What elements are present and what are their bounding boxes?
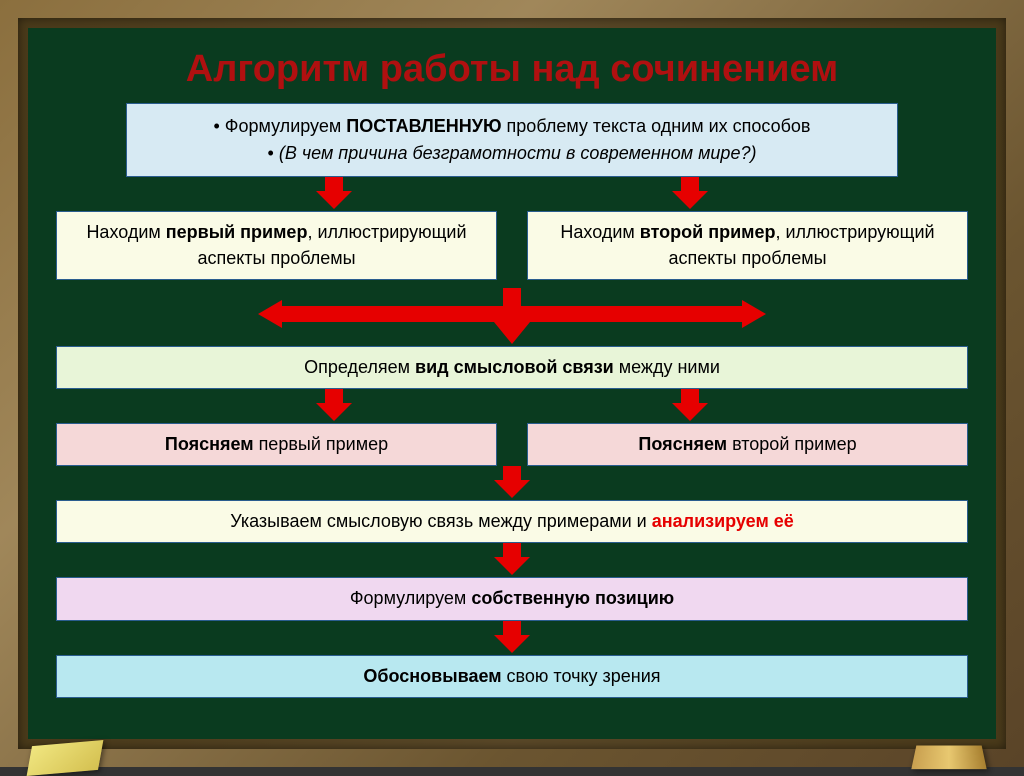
text: Формулируем bbox=[225, 116, 346, 136]
box-justify: Обосновываем свою точку зрения bbox=[56, 655, 968, 698]
text: Указываем смысловую связь между примерам… bbox=[230, 511, 652, 531]
text: первый пример bbox=[254, 434, 389, 454]
text-bold: первый пример bbox=[166, 222, 308, 242]
box-explain-first: Поясняем первый пример bbox=[56, 423, 497, 466]
problem-line2: (В чем причина безграмотности в современ… bbox=[141, 141, 883, 166]
arrow-icon bbox=[494, 480, 530, 498]
text-bold: второй пример bbox=[640, 222, 776, 242]
box-problem-statement: Формулируем ПОСТАВЛЕННУЮ проблему текста… bbox=[126, 103, 898, 177]
text-bold: ПОСТАВЛЕННУЮ bbox=[346, 116, 501, 136]
box-formulate-position: Формулируем собственную позицию bbox=[56, 577, 968, 620]
arrow-icon bbox=[672, 191, 708, 209]
converge-arrow-icon bbox=[252, 282, 772, 346]
arrow-to-formulate bbox=[56, 543, 968, 577]
text-highlight: анализируем её bbox=[652, 511, 794, 531]
text-bold: вид смысловой связи bbox=[415, 357, 614, 377]
arrows-to-explain bbox=[56, 389, 968, 423]
text-italic: (В чем причина безграмотности в современ… bbox=[279, 143, 757, 163]
text-bold: Поясняем bbox=[165, 434, 254, 454]
row-explain: Поясняем первый пример Поясняем второй п… bbox=[56, 423, 968, 466]
box-find-first: Находим первый пример, иллюстрирующий ас… bbox=[56, 211, 497, 279]
problem-line1: Формулируем ПОСТАВЛЕННУЮ проблему текста… bbox=[141, 114, 883, 139]
arrow-icon bbox=[494, 635, 530, 653]
text: Находим bbox=[560, 222, 639, 242]
chalkboard: Алгоритм работы над сочинением Формулиру… bbox=[28, 28, 996, 739]
arrow-icon bbox=[316, 403, 352, 421]
text-bold: собственную позицию bbox=[471, 588, 674, 608]
text: между ними bbox=[614, 357, 720, 377]
text: второй пример bbox=[727, 434, 857, 454]
arrow-icon bbox=[672, 403, 708, 421]
box-explain-second: Поясняем второй пример bbox=[527, 423, 968, 466]
text-bold: Поясняем bbox=[638, 434, 727, 454]
box-indicate-link: Указываем смысловую связь между примерам… bbox=[56, 500, 968, 543]
wooden-frame-outer: Алгоритм работы над сочинением Формулиру… bbox=[0, 0, 1024, 767]
chalk-sponge-icon bbox=[30, 733, 120, 773]
text: свою точку зрения bbox=[502, 666, 661, 686]
text: Определяем bbox=[304, 357, 415, 377]
wooden-frame-inner: Алгоритм работы над сочинением Формулиру… bbox=[18, 18, 1006, 749]
text: Формулируем bbox=[350, 588, 471, 608]
slide-title: Алгоритм работы над сочинением bbox=[56, 48, 968, 91]
arrow-icon bbox=[316, 191, 352, 209]
arrows-to-examples bbox=[56, 177, 968, 211]
row-find-examples: Находим первый пример, иллюстрирующий ас… bbox=[56, 211, 968, 279]
text: проблему текста одним их способов bbox=[502, 116, 811, 136]
box-determine-link: Определяем вид смысловой связи между ним… bbox=[56, 346, 968, 389]
arrows-converge bbox=[56, 282, 968, 346]
arrow-icon bbox=[494, 557, 530, 575]
arrow-to-justify bbox=[56, 621, 968, 655]
box-find-second: Находим второй пример, иллюстрирующий ас… bbox=[527, 211, 968, 279]
text: Находим bbox=[86, 222, 165, 242]
gold-bar-icon bbox=[911, 746, 986, 770]
text-bold: Обосновываем bbox=[363, 666, 501, 686]
arrow-to-indicate bbox=[56, 466, 968, 500]
